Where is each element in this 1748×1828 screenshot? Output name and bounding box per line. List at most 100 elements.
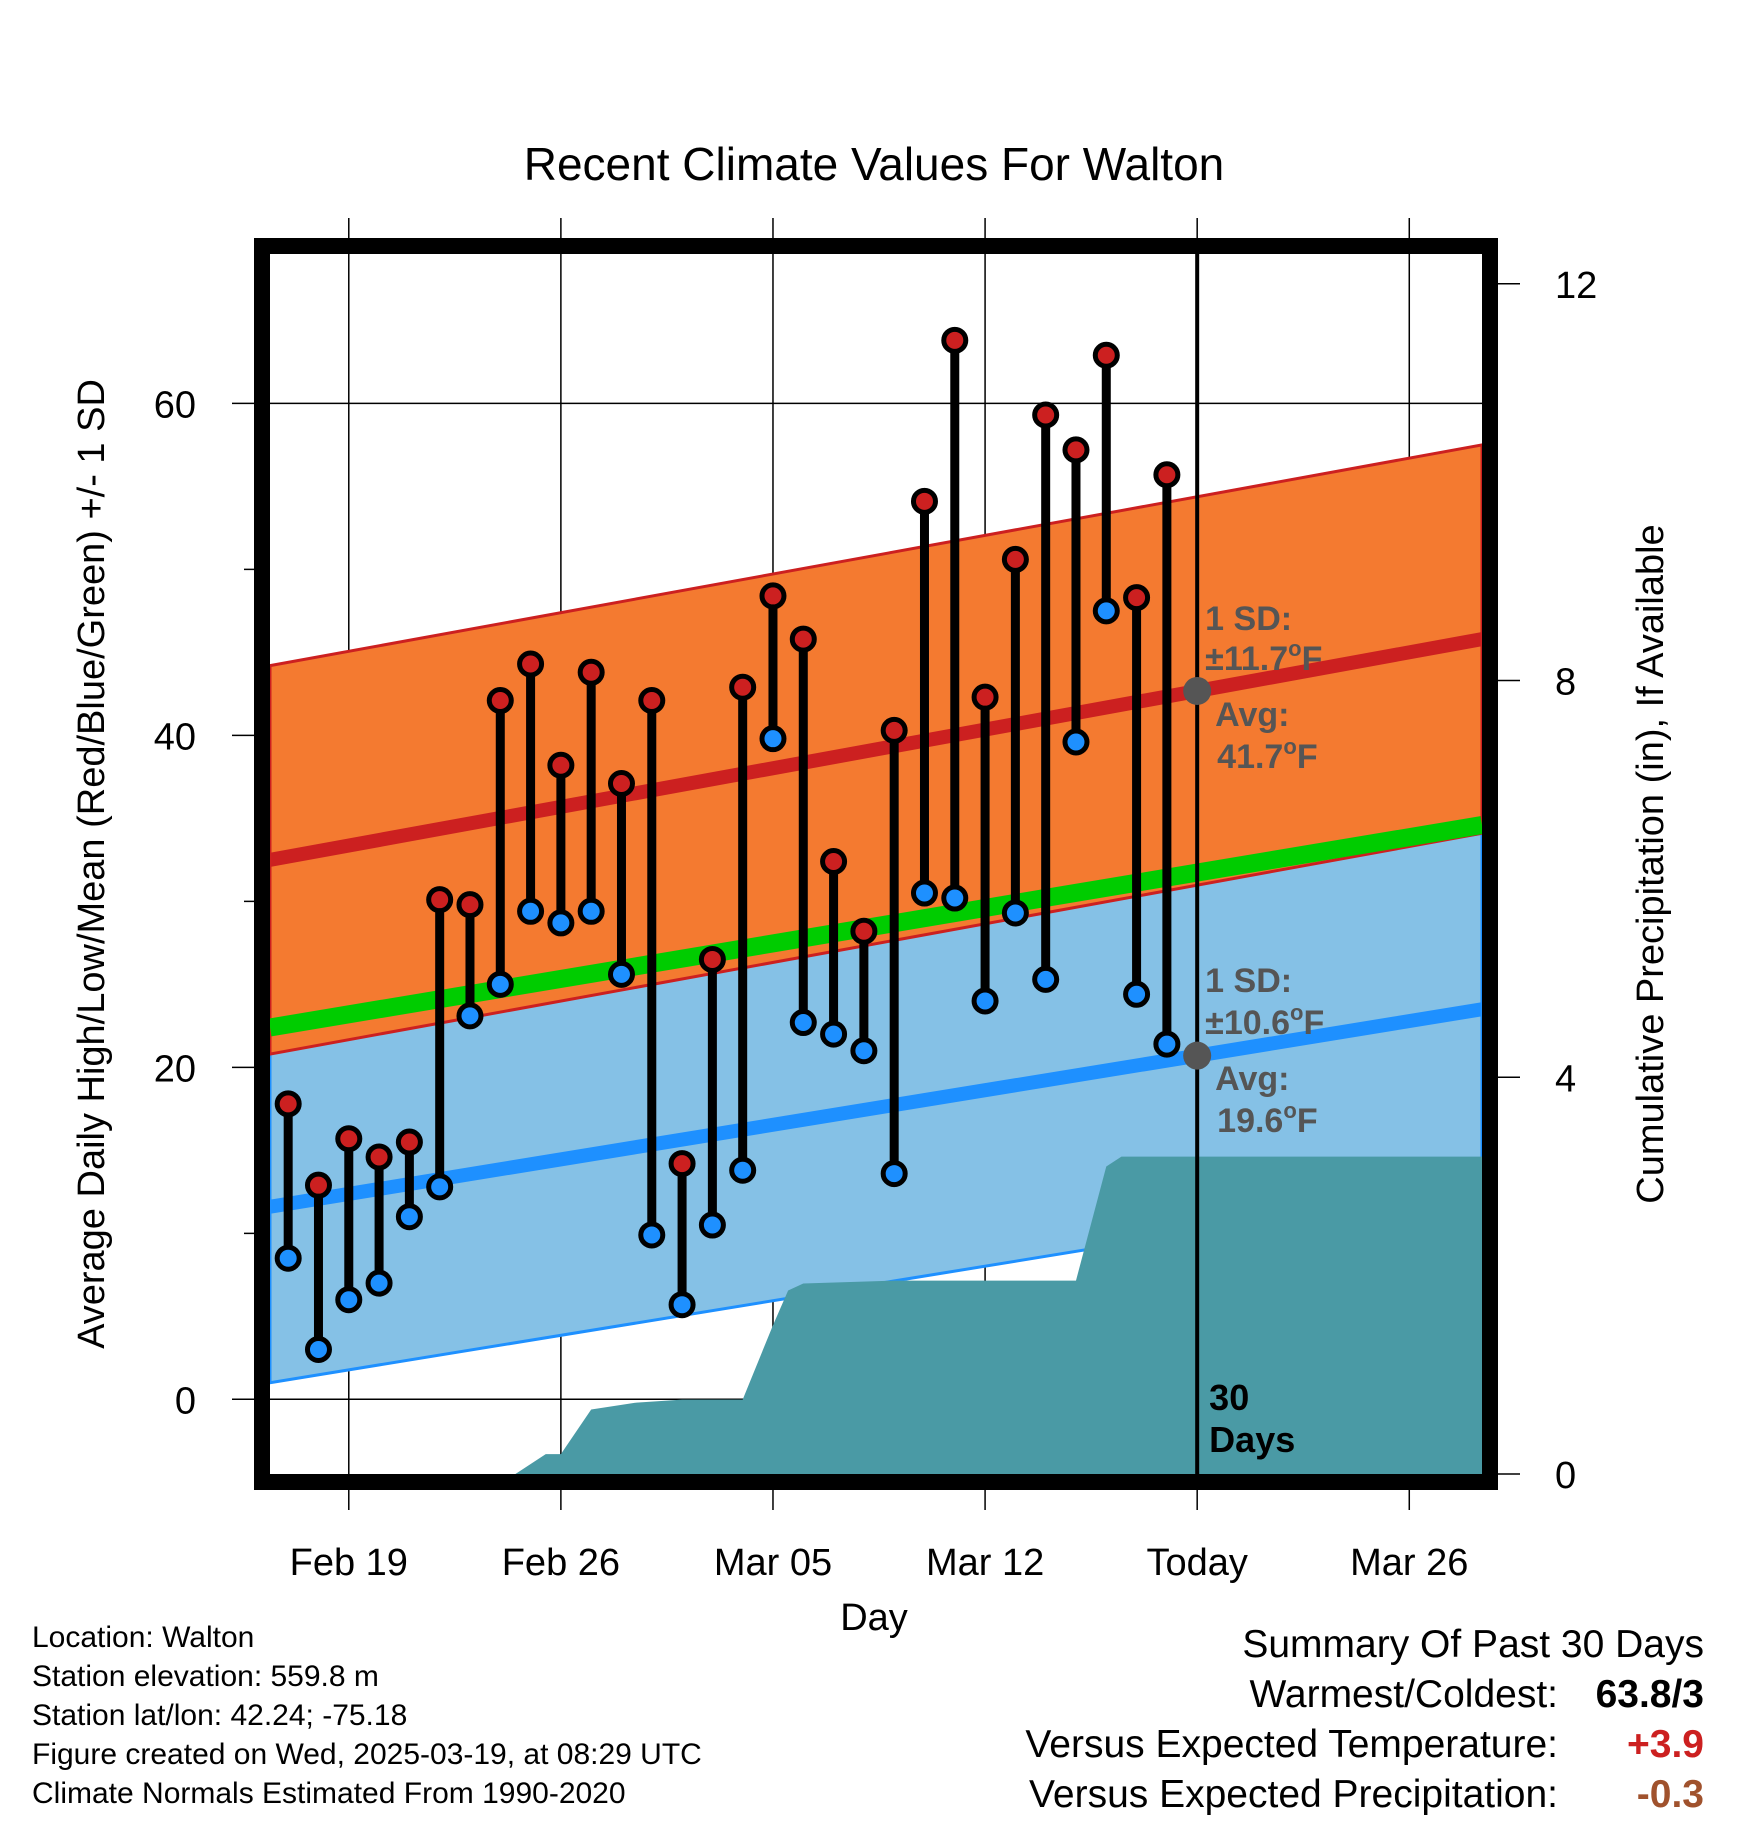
- summary-panel: Summary Of Past 30 Days Warmest/Coldest:…: [1025, 1620, 1704, 1820]
- high-point: [638, 687, 666, 715]
- summary-precip: Versus Expected Precipitation: -0.3: [1025, 1770, 1704, 1820]
- high-point: [607, 769, 635, 797]
- low-point: [1062, 728, 1090, 756]
- x-tick-label: Mar 26: [1350, 1542, 1468, 1584]
- high-point: [850, 917, 878, 945]
- high-avg-value: 41.7oF: [1217, 734, 1317, 776]
- low-point: [607, 960, 635, 988]
- low-point: [395, 1203, 423, 1231]
- location-text: Location: Walton: [32, 1621, 255, 1654]
- chart-title: Recent Climate Values For Walton: [524, 138, 1225, 190]
- high-point: [577, 658, 605, 686]
- high-point: [547, 751, 575, 779]
- normal-low-line: [268, 1002, 1484, 1214]
- high-point: [1062, 436, 1090, 464]
- latlon-text: Station lat/lon: 42.24; -75.18: [32, 1699, 408, 1732]
- low-avg-value: 19.6oF: [1217, 1098, 1317, 1140]
- y2-tick-label: 8: [1555, 662, 1576, 704]
- x-tick-label: Mar 12: [926, 1542, 1044, 1584]
- y2-tick-label: 4: [1555, 1058, 1576, 1100]
- x-tick-label: Today: [1146, 1542, 1247, 1584]
- low-point: [729, 1156, 757, 1184]
- high-point: [668, 1150, 696, 1178]
- created-text: Figure created on Wed, 2025-03-19, at 08…: [32, 1738, 702, 1771]
- high-point: [820, 848, 848, 876]
- low-sd-value: ±10.6oF: [1205, 1000, 1324, 1042]
- summary-heading: Summary Of Past 30 Days: [1242, 1623, 1704, 1666]
- x-tick-label: Mar 05: [714, 1542, 832, 1584]
- summary-warm-cold: Warmest/Coldest: 63.8/3: [1025, 1670, 1704, 1720]
- low-point: [426, 1173, 454, 1201]
- low-point: [638, 1221, 666, 1249]
- y-tick-label: 40: [154, 716, 196, 758]
- high-point: [517, 650, 545, 678]
- low-point: [759, 725, 787, 753]
- high-point: [335, 1125, 363, 1153]
- high-point: [729, 673, 757, 701]
- low-point: [850, 1037, 878, 1065]
- low-point: [335, 1286, 363, 1314]
- high-point: [910, 487, 938, 515]
- low-point: [941, 884, 969, 912]
- low-point: [577, 897, 605, 925]
- high-point: [426, 886, 454, 914]
- normals-text: Climate Normals Estimated From 1990-2020: [32, 1777, 626, 1810]
- high-point: [880, 716, 908, 744]
- temp-label: Versus Expected Temperature:: [1025, 1723, 1558, 1766]
- high-point: [456, 891, 484, 919]
- high-point: [274, 1090, 302, 1118]
- y-tick-label: 20: [154, 1048, 196, 1090]
- low-point: [668, 1291, 696, 1319]
- high-point: [941, 326, 969, 354]
- low-point: [971, 987, 999, 1015]
- high-point: [971, 683, 999, 711]
- temp-value: +3.9: [1627, 1723, 1704, 1766]
- low-point: [880, 1160, 908, 1188]
- high-point: [1032, 401, 1060, 429]
- y2-axis-label: Cumulative Precipitation (in), If Availa…: [1630, 524, 1672, 1203]
- high-point: [395, 1128, 423, 1156]
- low-point: [1123, 980, 1151, 1008]
- low-point: [365, 1269, 393, 1297]
- high-avg-label: Avg:: [1215, 696, 1289, 734]
- low-point: [789, 1009, 817, 1037]
- today-days-label: 30: [1209, 1377, 1249, 1418]
- high-point: [698, 945, 726, 973]
- warm-cold-label: Warmest/Coldest:: [1249, 1673, 1558, 1716]
- y2-tick-label: 12: [1555, 265, 1597, 307]
- low-sd-label: 1 SD:: [1205, 962, 1292, 1000]
- today-days-label: Days: [1209, 1419, 1295, 1460]
- high-point: [789, 625, 817, 653]
- low-point: [910, 879, 938, 907]
- axis-ticks: Feb 19 Feb 26 Mar 05 Mar 12 Today Mar 2602040…: [154, 218, 1597, 1584]
- normal-high-line: [268, 632, 1484, 867]
- low-point: [1153, 1030, 1181, 1058]
- low-point: [1032, 965, 1060, 993]
- high-sd-label: 1 SD:: [1205, 600, 1292, 638]
- precip-value: -0.3: [1636, 1773, 1704, 1816]
- low-point: [1092, 597, 1120, 625]
- x-axis-label: Day: [840, 1597, 908, 1639]
- low-point: [698, 1211, 726, 1239]
- station-info: Location: Walton Station elevation: 559.…: [32, 1618, 702, 1813]
- low-point: [820, 1020, 848, 1048]
- low-point: [547, 909, 575, 937]
- precip-label: Versus Expected Precipitation:: [1029, 1773, 1558, 1816]
- high-point: [1092, 341, 1120, 369]
- high-avg-marker: [1183, 676, 1212, 705]
- summary-temp: Versus Expected Temperature: +3.9: [1025, 1720, 1704, 1770]
- low-avg-marker: [1183, 1041, 1212, 1070]
- low-point: [486, 970, 514, 998]
- precip-area: [270, 1156, 1482, 1474]
- high-point: [304, 1171, 332, 1199]
- low-point: [304, 1336, 332, 1364]
- high-sd-value: ±11.7oF: [1205, 636, 1322, 678]
- daily-range-bars: [274, 326, 1181, 1364]
- high-point: [365, 1143, 393, 1171]
- high-point: [1153, 461, 1181, 489]
- x-tick-label: Feb 19: [290, 1542, 408, 1584]
- y-axis-label: Average Daily High/Low/Mean (Red/Blue/Gr…: [71, 379, 113, 1349]
- warm-cold-value: 63.8/3: [1595, 1673, 1704, 1716]
